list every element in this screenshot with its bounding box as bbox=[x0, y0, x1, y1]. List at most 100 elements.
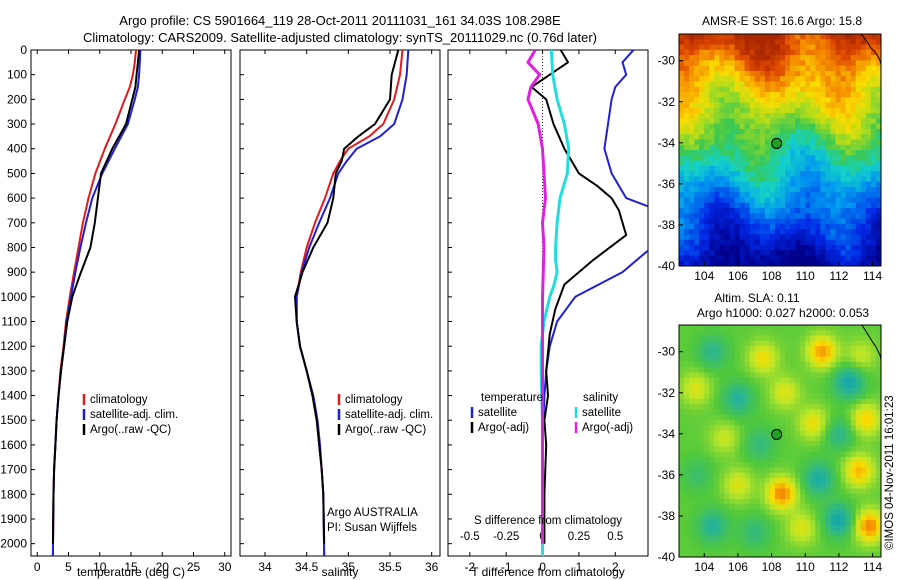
sla-cell bbox=[795, 551, 801, 557]
sla-cell bbox=[689, 451, 695, 458]
sst-cell bbox=[815, 181, 821, 188]
sst-cell bbox=[739, 192, 746, 198]
sst-cell bbox=[845, 44, 852, 51]
sst-cell bbox=[754, 150, 761, 156]
sst-cell bbox=[865, 65, 872, 72]
sla-cell bbox=[790, 435, 796, 442]
sst-cell bbox=[845, 55, 852, 61]
sst-cell bbox=[694, 49, 700, 56]
sla-cell bbox=[739, 346, 746, 352]
sst-cell bbox=[719, 97, 725, 103]
sst-cell bbox=[830, 76, 836, 82]
sst-cell bbox=[830, 186, 836, 193]
sla-cell bbox=[684, 330, 690, 336]
sla-cell bbox=[835, 456, 841, 463]
sla-cell bbox=[744, 520, 751, 526]
sla-cell bbox=[754, 504, 761, 510]
sla-cell bbox=[759, 377, 766, 384]
sla-cell bbox=[759, 335, 766, 342]
sla-cell bbox=[865, 346, 872, 352]
sla-cell bbox=[689, 488, 695, 495]
sst-cell bbox=[759, 44, 766, 51]
sst-cell bbox=[754, 70, 761, 77]
sla-cell bbox=[785, 546, 791, 553]
sla-cell bbox=[850, 325, 857, 331]
sla-cell bbox=[679, 388, 685, 394]
sst-cell bbox=[875, 208, 881, 214]
difference-temp-legend-label: satellite bbox=[478, 407, 517, 419]
sst-cell bbox=[870, 39, 877, 45]
sla-cell bbox=[860, 388, 867, 394]
sla-cell bbox=[800, 351, 806, 358]
sst-cell bbox=[865, 213, 872, 219]
sla-cell bbox=[865, 483, 872, 489]
sla-cell bbox=[865, 435, 872, 442]
sst-cell bbox=[739, 239, 746, 246]
sst-cell bbox=[875, 118, 881, 125]
sst-cell bbox=[759, 160, 766, 167]
sst-cell bbox=[850, 113, 857, 119]
sla-cell bbox=[694, 514, 700, 521]
sla-cell bbox=[704, 509, 710, 516]
sla-cell bbox=[684, 325, 690, 331]
sla-cell bbox=[714, 509, 720, 516]
sst-cell bbox=[780, 165, 786, 172]
sst-cell bbox=[870, 165, 877, 172]
sst-cell bbox=[734, 34, 740, 40]
sst-cell bbox=[734, 197, 740, 204]
sla-cell bbox=[870, 356, 877, 363]
sla-cell bbox=[689, 425, 695, 431]
sla-cell bbox=[719, 351, 725, 358]
sst-cell bbox=[694, 213, 700, 219]
sla-cell bbox=[694, 425, 700, 431]
sst-cell bbox=[810, 49, 816, 56]
sst-cell bbox=[805, 171, 811, 177]
sst-cell bbox=[860, 155, 867, 161]
sst-cell bbox=[754, 49, 761, 56]
sst-cell bbox=[835, 181, 841, 188]
sla-cell bbox=[810, 361, 816, 368]
sla-cell bbox=[850, 514, 857, 521]
sst-cell bbox=[759, 144, 766, 151]
sst-cell bbox=[759, 218, 766, 225]
sst-cell bbox=[785, 44, 791, 51]
sla-cell bbox=[850, 393, 857, 400]
sst-cell bbox=[739, 65, 746, 72]
sst-cell bbox=[704, 39, 710, 45]
sla-cell bbox=[764, 483, 771, 489]
sla-map-title: Altim. SLA: 0.11 bbox=[714, 291, 799, 305]
sla-cell bbox=[719, 451, 725, 458]
sst-cell bbox=[684, 208, 690, 214]
sst-cell bbox=[749, 70, 756, 77]
sla-cell bbox=[855, 409, 862, 416]
sst-cell bbox=[774, 160, 781, 167]
sst-cell bbox=[774, 234, 781, 241]
sst-cell bbox=[840, 239, 847, 246]
sst-cell bbox=[805, 186, 811, 193]
sla-cell bbox=[830, 477, 836, 484]
sla-cell bbox=[699, 325, 705, 331]
sst-cell bbox=[714, 181, 720, 188]
sst-cell bbox=[769, 234, 776, 241]
sst-cell bbox=[835, 218, 841, 225]
sla-cell bbox=[815, 346, 821, 352]
sla-cell bbox=[734, 335, 740, 342]
sst-map-ytick-label: -30 bbox=[658, 54, 676, 68]
sla-cell bbox=[684, 535, 690, 542]
sla-cell bbox=[699, 330, 705, 336]
sst-cell bbox=[774, 208, 781, 214]
sst-cell bbox=[679, 123, 685, 130]
sla-cell bbox=[694, 372, 700, 379]
sst-cell bbox=[724, 128, 730, 135]
sst-cell bbox=[810, 70, 816, 77]
sla-cell bbox=[835, 340, 841, 347]
sla-cell bbox=[875, 456, 881, 463]
sla-cell bbox=[694, 398, 700, 405]
sst-cell bbox=[875, 239, 881, 246]
sla-cell bbox=[694, 377, 700, 384]
sla-cell bbox=[704, 430, 710, 437]
sla-cell bbox=[795, 472, 801, 479]
sla-cell bbox=[739, 377, 746, 384]
sst-cell bbox=[870, 208, 877, 214]
sla-cell bbox=[754, 551, 761, 557]
